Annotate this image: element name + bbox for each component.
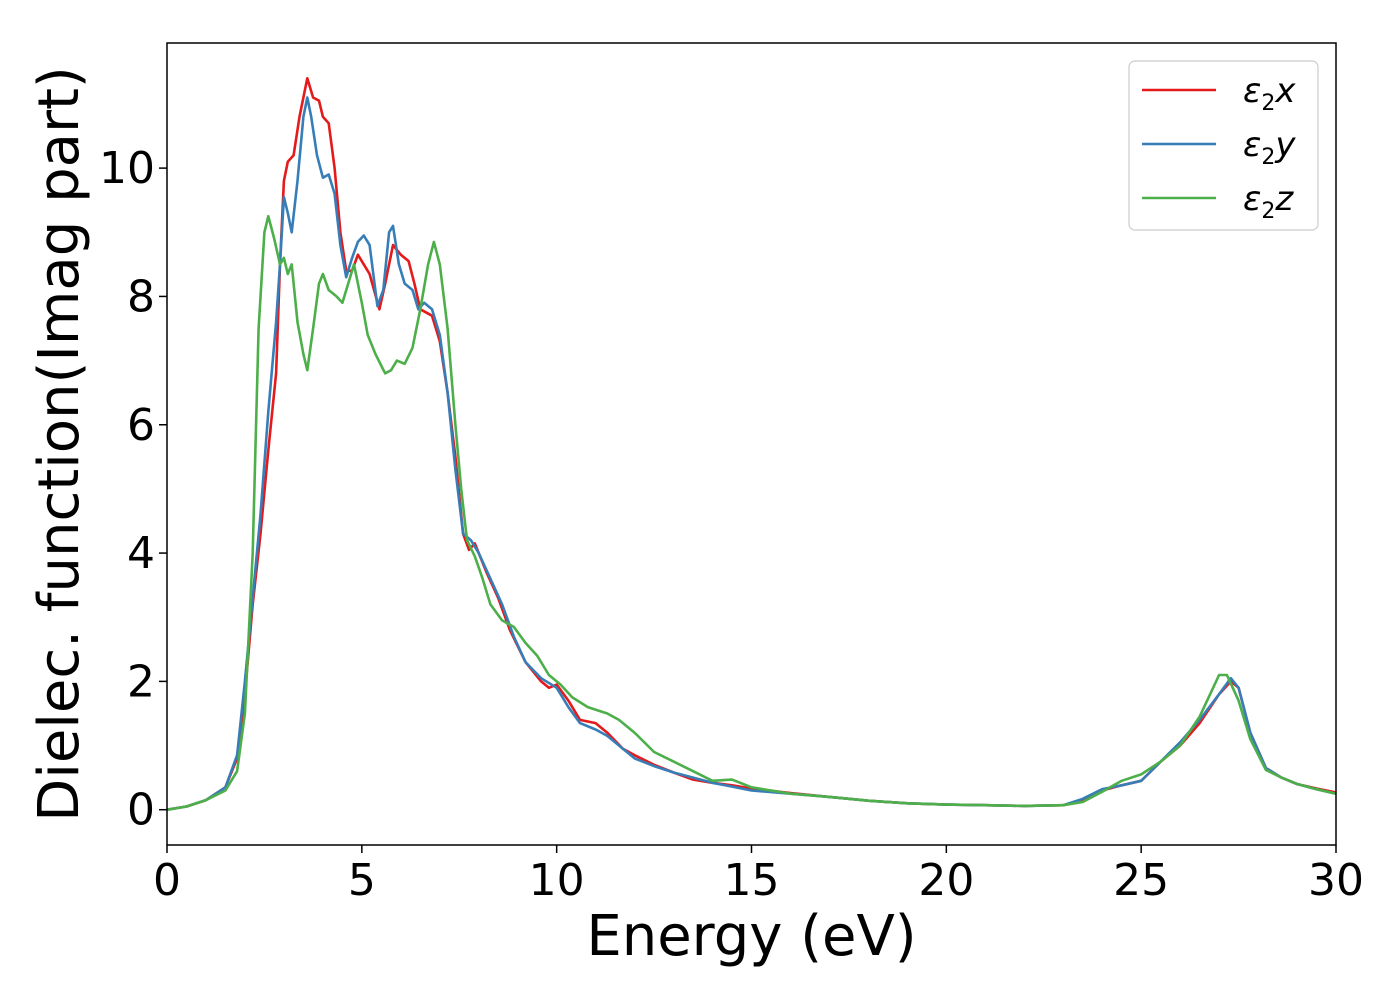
x-tick-label: 30 <box>1308 855 1364 906</box>
y-tick-label: 0 <box>127 785 155 836</box>
x-tick-label: 25 <box>1113 855 1169 906</box>
series-line-y <box>167 96 1336 811</box>
x-tick-label: 20 <box>918 855 974 906</box>
x-axis: 0 5 10 15 20 25 30 <box>153 845 1364 906</box>
y-axis: 0 2 4 6 8 10 <box>99 143 167 836</box>
series-layer <box>167 77 1336 811</box>
legend-label-y: ε2y <box>1243 125 1296 170</box>
x-tick-label: 10 <box>529 855 585 906</box>
legend: ε2x ε2y ε2z <box>1128 60 1319 231</box>
x-tick-label: 0 <box>153 855 181 906</box>
y-tick-label: 4 <box>127 528 155 579</box>
y-tick-label: 6 <box>127 400 155 451</box>
y-axis-title: Dielec. function(Imag part) <box>27 66 92 822</box>
y-tick-label: 2 <box>127 656 155 707</box>
legend-label-x: ε2x <box>1243 71 1296 116</box>
legend-box <box>1128 60 1319 231</box>
series-line-z <box>167 214 1336 811</box>
y-tick-label: 8 <box>127 271 155 322</box>
legend-label-z: ε2z <box>1243 179 1294 224</box>
x-tick-label: 15 <box>724 855 780 906</box>
y-tick-label: 10 <box>99 143 155 194</box>
x-tick-label: 5 <box>348 855 376 906</box>
x-axis-title: Energy (eV) <box>586 904 916 969</box>
